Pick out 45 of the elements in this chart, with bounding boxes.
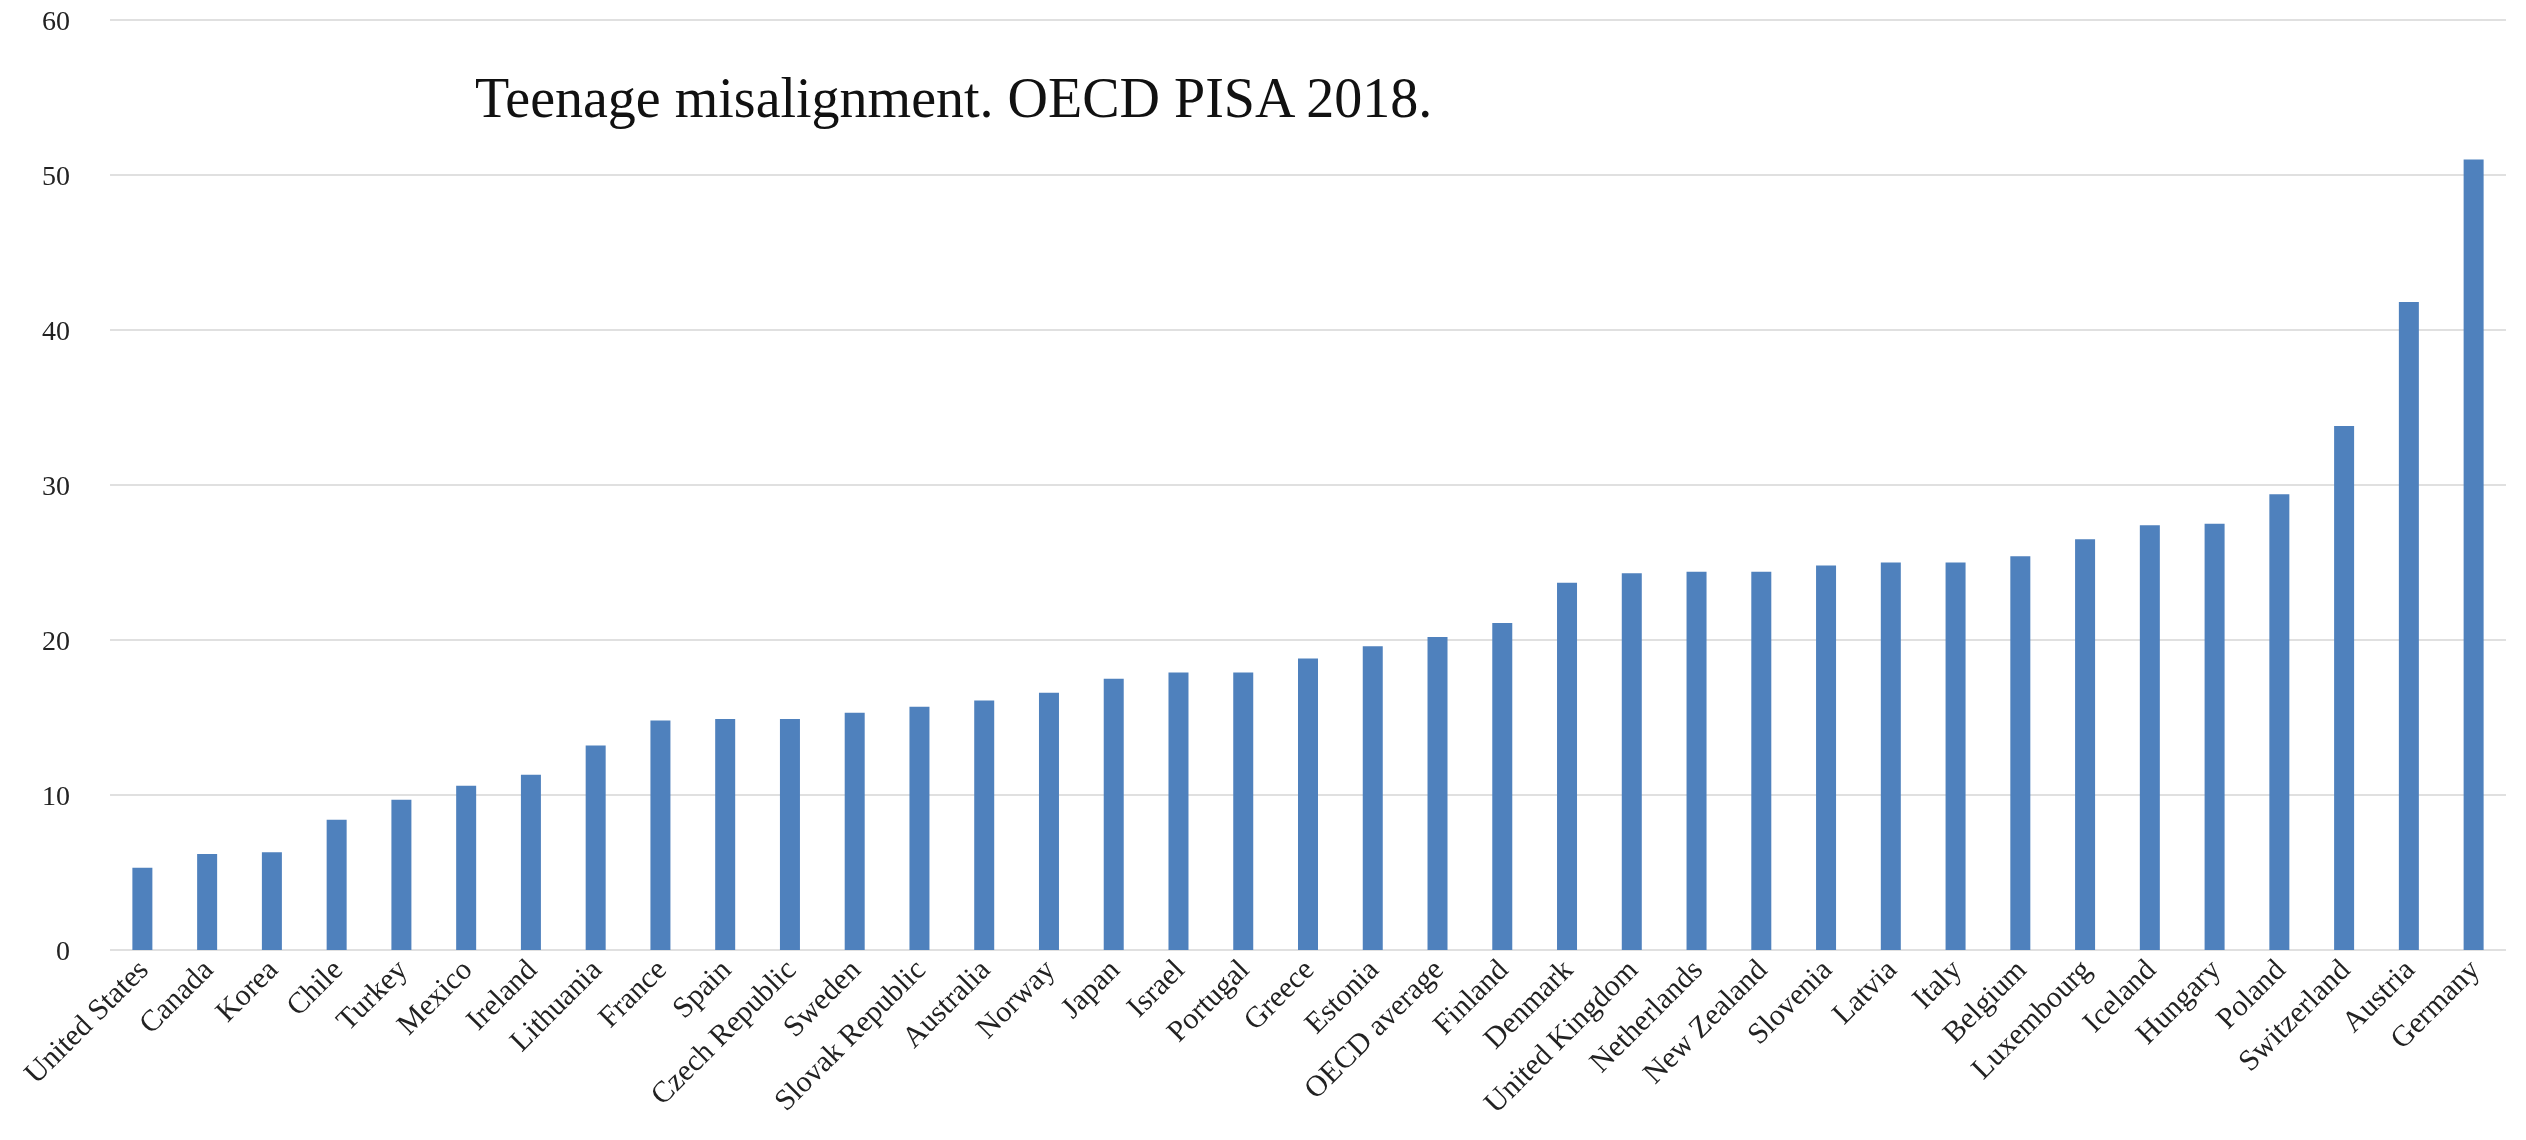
bar (974, 700, 995, 950)
bar (1686, 571, 1707, 950)
bar (1492, 622, 1513, 950)
bar (1945, 562, 1966, 950)
text: Teenage misalignment. OECD PISA 2018. (475, 67, 1433, 129)
bar (132, 867, 153, 950)
y-tick-label: 30 (42, 469, 70, 501)
bar (1751, 571, 1772, 950)
bar (261, 852, 282, 950)
bar (1362, 646, 1383, 950)
bar (909, 706, 930, 950)
bar (326, 819, 347, 950)
y-tick-label: 10 (42, 779, 70, 811)
bar (1103, 678, 1124, 950)
bar (391, 799, 412, 950)
bar (2204, 523, 2225, 950)
bar (2010, 556, 2031, 950)
bar (1880, 562, 1901, 950)
bar (2139, 525, 2160, 950)
bar (2398, 302, 2419, 950)
y-tick-label: 0 (56, 934, 70, 966)
bar (2075, 539, 2096, 950)
bar (1427, 636, 1448, 950)
bar (1557, 582, 1578, 950)
bar (520, 774, 541, 950)
y-tick-label: 40 (42, 314, 70, 346)
bar (585, 745, 606, 950)
bar (1233, 672, 1254, 950)
y-tick-label: 50 (42, 159, 70, 191)
bar (2269, 494, 2290, 950)
bar (1038, 692, 1059, 950)
bar (1816, 565, 1837, 950)
bar (1621, 573, 1642, 950)
bar (1298, 658, 1318, 950)
y-tick-label: 20 (42, 624, 70, 656)
bar (844, 712, 865, 950)
bar (2334, 426, 2355, 950)
bar (779, 719, 800, 950)
bar (1168, 672, 1189, 950)
bar (197, 853, 218, 950)
y-tick-label: 60 (42, 4, 70, 36)
bar (456, 785, 477, 950)
bar (650, 720, 671, 950)
bar (715, 719, 736, 950)
bar (2463, 159, 2484, 950)
